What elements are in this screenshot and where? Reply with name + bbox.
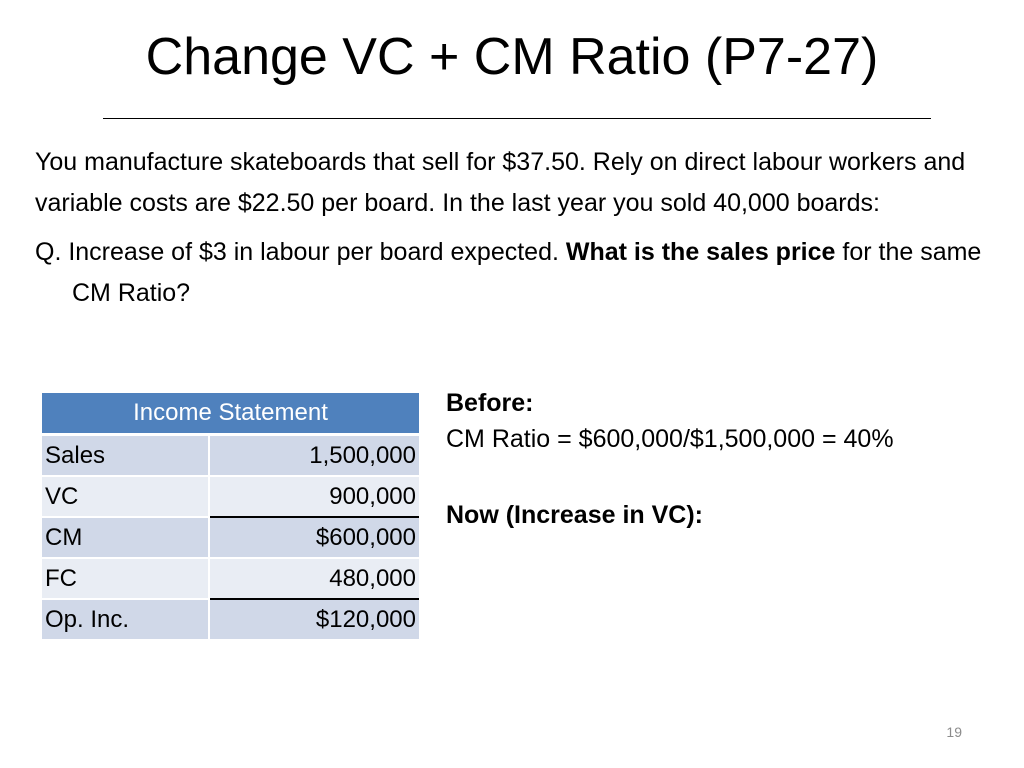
now-heading: Now (Increase in VC): (446, 501, 703, 529)
before-heading: Before: (446, 389, 534, 417)
table-row: FC 480,000 (42, 557, 419, 599)
row-label: Sales (42, 433, 210, 476)
row-value: 1,500,000 (209, 433, 419, 476)
question-prefix: Q. Increase of $3 in labour per board ex… (35, 238, 566, 266)
income-statement-header: Income Statement (42, 393, 419, 436)
title-divider (103, 118, 931, 119)
row-value: $120,000 (209, 598, 419, 639)
row-label: Op. Inc. (42, 598, 210, 639)
question-suffix: for the same CM Ratio? (72, 238, 982, 307)
spacer (446, 457, 1006, 497)
question-emphasis: What is the sales price (565, 238, 836, 266)
row-label: VC (42, 475, 210, 517)
analysis-panel: Before: CM Ratio = $600,000/$1,500,000 =… (446, 385, 1006, 533)
table-row: Op. Inc. $120,000 (42, 598, 419, 639)
row-value: 900,000 (209, 475, 419, 517)
table-row: CM $600,000 (42, 516, 419, 558)
before-formula: CM Ratio = $600,000/$1,500,000 = 40% (446, 425, 894, 453)
page-number: 19 (946, 724, 962, 740)
row-label: CM (42, 516, 210, 558)
slide-title: Change VC + CM Ratio (P7-27) (145, 28, 879, 86)
table-row: VC 900,000 (42, 475, 419, 517)
income-statement-table: Income Statement Sales 1,500,000 VC 900,… (42, 393, 419, 639)
problem-description: You manufacture skateboards that sell fo… (35, 148, 966, 217)
row-value: 480,000 (209, 557, 419, 599)
table-row: Sales 1,500,000 (42, 433, 419, 476)
row-label: FC (42, 557, 210, 599)
row-value: $600,000 (209, 516, 419, 558)
question-text: Q. Increase of $3 in labour per board ex… (35, 232, 995, 314)
problem-text: You manufacture skateboards that sell fo… (35, 142, 995, 314)
